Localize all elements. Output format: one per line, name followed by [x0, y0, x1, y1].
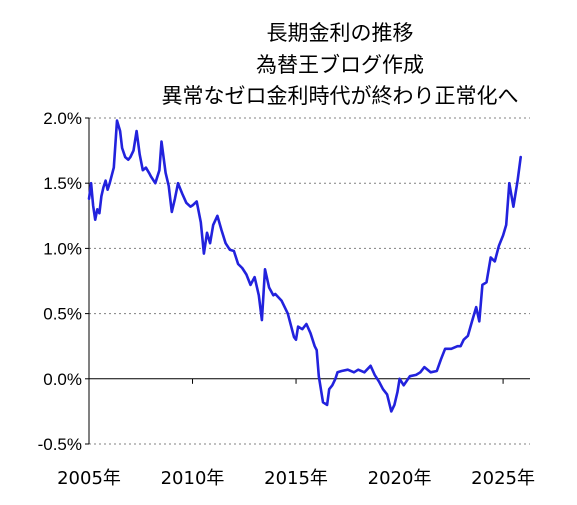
y-tick-label: 1.0%: [43, 239, 82, 258]
axes: [85, 117, 530, 445]
series-layer: [87, 119, 522, 413]
x-tick-label: 2015年: [264, 468, 328, 489]
grid-lines: [89, 117, 530, 445]
y-tick-label: -0.5%: [38, 435, 82, 454]
chart-title-line-1: 長期金利の推移: [267, 21, 414, 45]
chart-title-line-3: 異常なゼロ金利時代が終わり正常化へ: [162, 84, 519, 108]
y-tick-labels: -0.5% 0.0% 0.5% 1.0% 1.5% 2.0%: [38, 109, 82, 454]
series-line: [87, 119, 522, 413]
x-tick-label: 2025年: [471, 468, 535, 489]
chart-title-line-2: 為替王ブログ作成: [256, 53, 424, 77]
y-tick-label: 1.5%: [43, 174, 82, 193]
x-tick-label: 2020年: [368, 468, 432, 489]
x-tick-labels: 2005年 2010年 2015年 2020年 2025年: [57, 468, 535, 489]
x-tick-label: 2005年: [57, 468, 121, 489]
y-tick-label: 0.5%: [43, 305, 82, 324]
x-tick-label: 2010年: [161, 468, 225, 489]
y-tick-label: 2.0%: [43, 109, 82, 128]
y-tick-label: 0.0%: [43, 370, 82, 389]
